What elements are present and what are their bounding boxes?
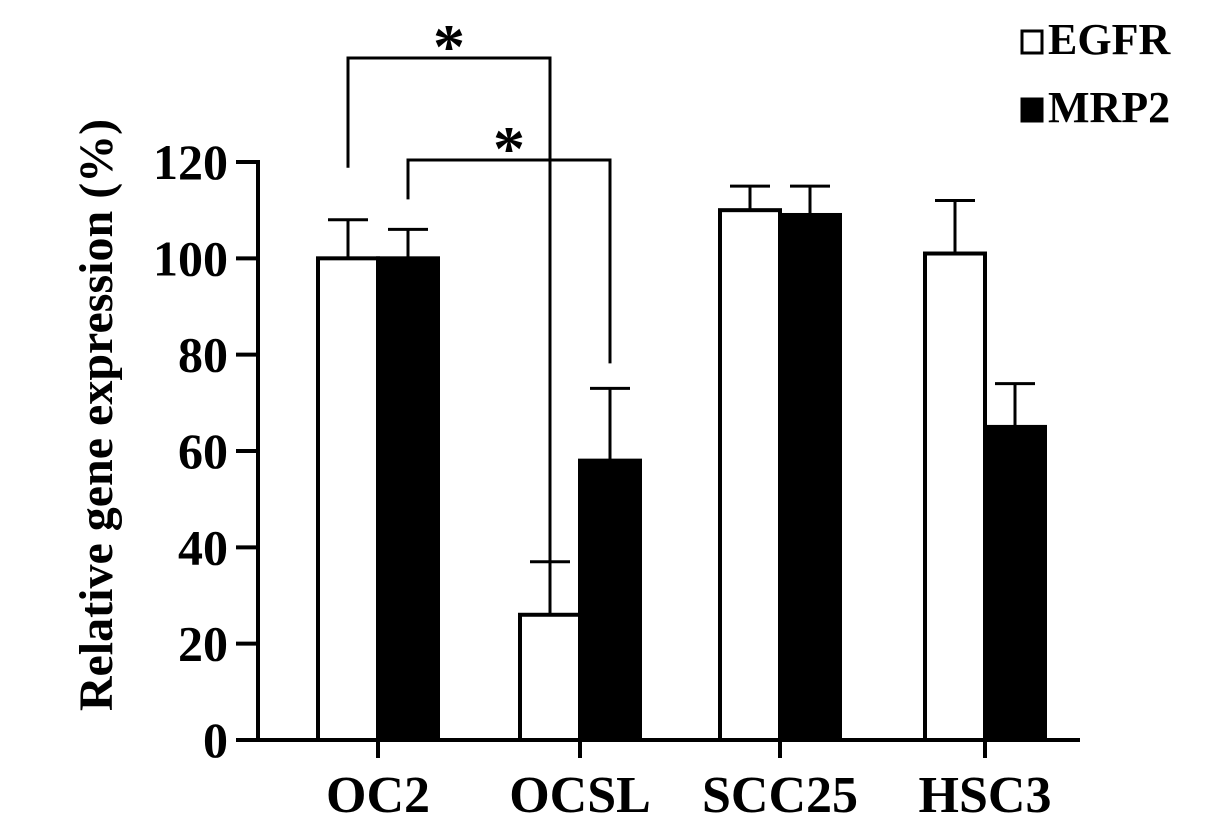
bar-egfr-ocsl (518, 612, 582, 742)
x-tick-label-ocsl: OCSL (509, 767, 651, 824)
x-tick-label-hsc3: HSC3 (919, 767, 1052, 824)
significance-star-1: * (433, 11, 465, 82)
legend-label-mrp2: MRP2 (1048, 83, 1170, 132)
x-tick-label-oc2: OC2 (326, 767, 430, 824)
significance-bracket-1 (346, 56, 552, 610)
y-tick-label-20: 20 (178, 616, 228, 672)
significance-star-2: * (493, 113, 525, 184)
y-tick-label-100: 100 (153, 230, 228, 286)
axes-layer: 0 20 40 60 80 100 120 OC2 OCSL SCC25 HSC3 (153, 134, 1080, 824)
bar-mrp2-hsc3 (983, 424, 1047, 742)
x-tick-label-scc25: SCC25 (702, 767, 858, 824)
bar-mrp2-scc25 (778, 212, 842, 742)
y-tick-label-40: 40 (178, 519, 228, 575)
bar-egfr-oc2 (316, 256, 380, 742)
y-tick-label-120: 120 (153, 134, 228, 190)
legend-swatch-mrp2 (1020, 97, 1044, 123)
y-tick-label-0: 0 (203, 712, 228, 768)
significance-bracket-2 (406, 158, 612, 364)
bar-mrp2-oc2 (376, 256, 440, 742)
bar-mrp2-ocsl (578, 458, 642, 742)
legend-swatch-egfr (1020, 29, 1044, 55)
bars-layer (316, 208, 1047, 742)
bar-egfr-hsc3 (923, 251, 987, 742)
y-tick-label-60: 60 (178, 423, 228, 479)
bar-egfr-scc25 (718, 208, 782, 742)
significance-layer: ** (346, 11, 612, 610)
legend-label-egfr: EGFR (1048, 15, 1171, 64)
y-tick-label-80: 80 (178, 327, 228, 383)
legend: EGFR MRP2 (1020, 15, 1171, 132)
y-axis-label: Relative gene expression (%) (70, 119, 123, 711)
